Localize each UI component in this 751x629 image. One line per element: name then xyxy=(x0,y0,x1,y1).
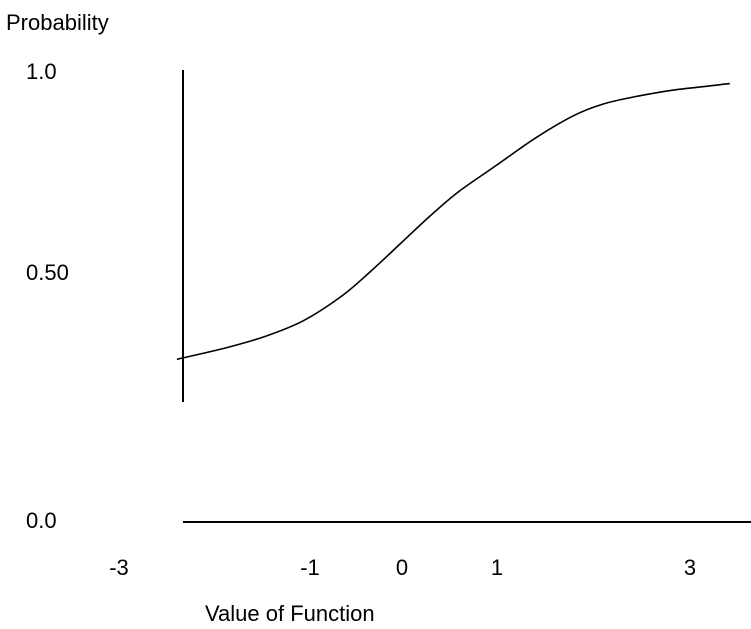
x-tick-labels: -3 -1 0 1 3 xyxy=(109,555,696,580)
x-tick-label: -1 xyxy=(300,555,320,580)
y-tick-label: 0.50 xyxy=(26,260,69,285)
y-tick-label: 0.0 xyxy=(26,508,57,533)
x-axis-label: Value of Function xyxy=(205,601,375,626)
x-tick-label: -3 xyxy=(109,555,129,580)
x-tick-label: 0 xyxy=(396,555,408,580)
x-tick-label: 1 xyxy=(491,555,503,580)
y-axis-label: Probability xyxy=(6,10,109,35)
x-tick-label: 3 xyxy=(684,555,696,580)
probability-curve xyxy=(176,82,730,361)
y-tick-label: 1.0 xyxy=(26,59,57,84)
y-tick-labels: 1.0 0.50 0.0 xyxy=(26,59,69,533)
